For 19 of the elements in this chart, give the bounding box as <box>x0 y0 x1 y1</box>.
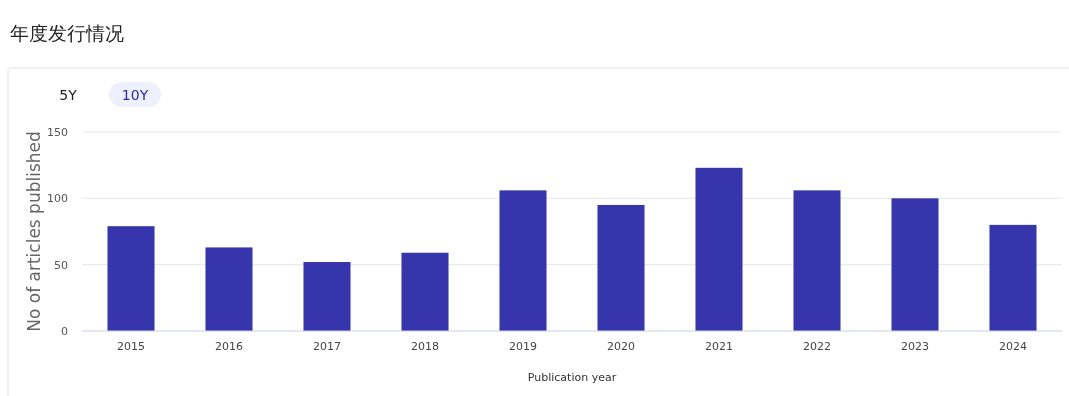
y-tick-label: 150 <box>47 126 68 139</box>
x-tick-label: 2019 <box>509 340 537 353</box>
x-tick-label: 2017 <box>313 340 341 353</box>
y-tick-label: 0 <box>61 325 68 338</box>
x-axis-title: Publication year <box>527 371 617 384</box>
y-tick-label: 100 <box>47 192 68 206</box>
text: 10Y <box>121 87 149 103</box>
x-tick-label: 2018 <box>411 340 439 353</box>
text: 5Y <box>59 87 78 103</box>
y-tick-label: 50 <box>54 258 68 272</box>
x-tick-label: 2021 <box>705 340 733 353</box>
x-tick-label: 2020 <box>607 340 635 353</box>
x-tick-label: 2023 <box>901 340 929 353</box>
x-tick-label: 2022 <box>803 340 831 353</box>
x-tick-label: 2016 <box>215 340 243 353</box>
x-tick-label: 2015 <box>117 340 145 353</box>
y-axis-title: No of articles published <box>24 131 44 332</box>
chart-title: 年度发行情况 <box>10 22 124 44</box>
x-tick-label: 2024 <box>999 340 1027 353</box>
